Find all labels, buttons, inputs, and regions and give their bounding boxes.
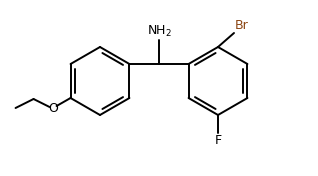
Text: NH$_2$: NH$_2$ [147, 24, 171, 39]
Text: O: O [49, 102, 59, 115]
Text: F: F [214, 134, 222, 147]
Text: Br: Br [235, 19, 249, 32]
